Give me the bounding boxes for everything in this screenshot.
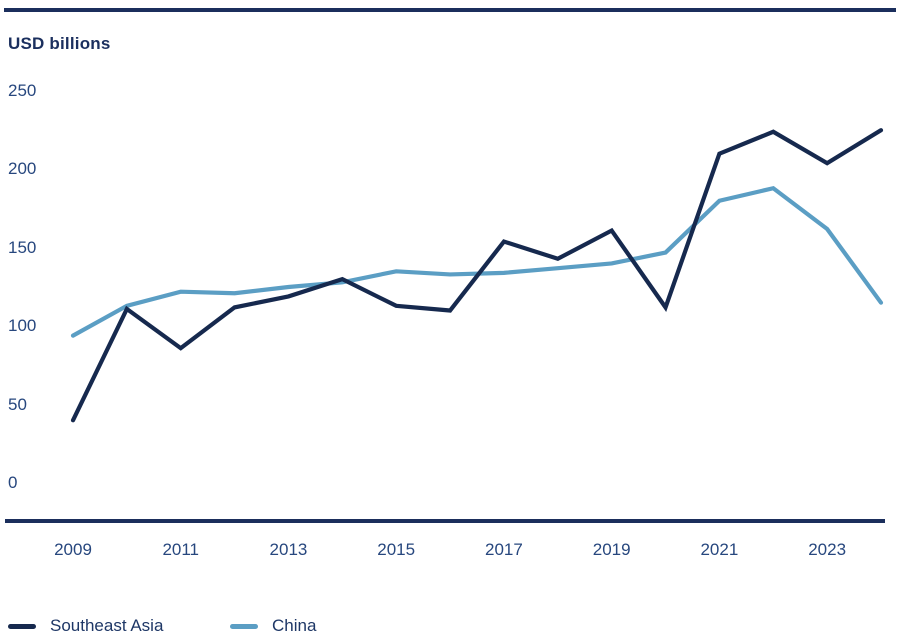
series-line-southeast-asia [70, 128, 884, 423]
x-tick-label: 2023 [808, 540, 847, 559]
series-line-china [70, 185, 884, 338]
x-tick-label: 2013 [269, 540, 308, 559]
southeast-asia-line-swatch [8, 623, 36, 629]
legend-item-southeast-asia: Southeast Asia [8, 616, 230, 636]
legend-label: Southeast Asia [50, 616, 164, 635]
top-rule [4, 8, 896, 12]
legend: Southeast Asia China [8, 616, 316, 636]
y-tick-label: 100 [8, 316, 37, 336]
legend-label: China [272, 616, 317, 635]
y-tick-label: 200 [8, 159, 37, 179]
legend-item-china: China [230, 616, 316, 636]
x-tick-label: 2017 [485, 540, 523, 559]
y-tick-label: 150 [8, 237, 37, 257]
y-tick-label: 0 [8, 473, 18, 492]
x-tick-label: 2009 [54, 540, 92, 559]
y-tick-label: 250 [8, 81, 37, 100]
x-tick-label: 2019 [592, 540, 631, 559]
y-tick-label: 50 [8, 394, 27, 414]
china-line-swatch [230, 623, 258, 629]
x-tick-label: 2011 [162, 540, 199, 559]
x-axis-line [5, 519, 885, 523]
chart-unit-label: USD billions [8, 34, 111, 53]
x-tick-label: 2015 [377, 540, 416, 559]
x-tick-label: 2021 [700, 540, 739, 559]
